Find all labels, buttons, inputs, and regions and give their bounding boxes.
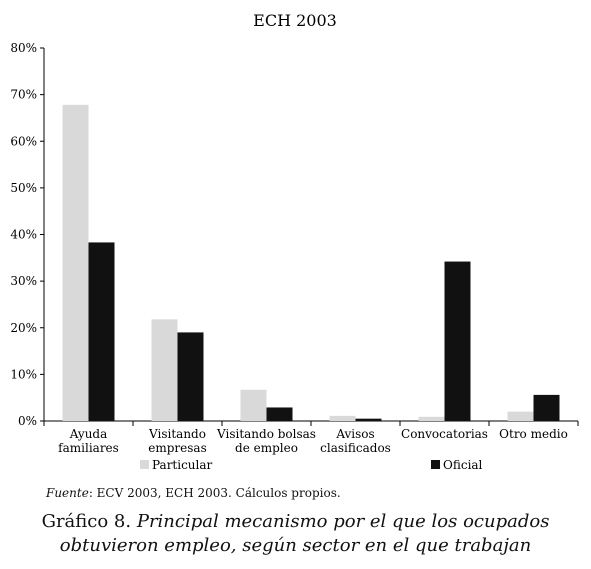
x-category-label: Convocatorias bbox=[401, 427, 488, 441]
legend-label-particular: Particular bbox=[152, 458, 213, 472]
bars bbox=[62, 104, 560, 421]
source-text: : ECV 2003, ECH 2003. Cálculos propios. bbox=[88, 486, 341, 500]
caption-title-line-1: Principal mecanismo por el que los ocupa… bbox=[136, 511, 550, 532]
bar-oficial bbox=[177, 332, 204, 421]
bar-oficial bbox=[355, 418, 382, 421]
x-category-label: de empleo bbox=[235, 441, 298, 455]
caption-line-1: Gráfico 8. Principal mecanismo por el qu… bbox=[0, 510, 591, 534]
y-tick-label: 80% bbox=[10, 41, 37, 55]
chart-title: ECH 2003 bbox=[253, 11, 337, 30]
legend-swatch-oficial bbox=[431, 460, 440, 469]
bar-particular bbox=[62, 104, 89, 421]
source-note: Fuente: ECV 2003, ECH 2003. Cálculos pro… bbox=[46, 486, 341, 500]
y-tick-label: 30% bbox=[10, 274, 37, 288]
legend-swatch-particular bbox=[140, 460, 149, 469]
source-label: Fuente bbox=[46, 486, 89, 500]
bar-particular bbox=[329, 415, 356, 421]
y-tick-label: 0% bbox=[18, 414, 37, 428]
bar-oficial bbox=[444, 261, 471, 421]
y-tick-label: 40% bbox=[10, 228, 37, 242]
bar-particular bbox=[418, 416, 445, 421]
bar-oficial bbox=[533, 394, 560, 421]
caption-title-line-2: obtuvieron empleo, según sector en el qu… bbox=[59, 535, 532, 556]
legend: Particular Oficial bbox=[140, 458, 483, 472]
figure-caption: Gráfico 8. Principal mecanismo por el qu… bbox=[0, 510, 591, 558]
x-category-label: Visitando bolsas bbox=[216, 427, 316, 441]
y-tick-label: 60% bbox=[10, 134, 37, 148]
y-tick-label: 10% bbox=[10, 367, 37, 381]
bar-oficial bbox=[88, 242, 115, 421]
y-axis: 0% 10% 20% 30% 40% 50% 60% 70% 80% bbox=[10, 41, 45, 428]
x-category-label: Avisos bbox=[335, 427, 374, 441]
bar-particular bbox=[151, 319, 178, 421]
x-category-label: empresas bbox=[148, 441, 206, 455]
y-tick-label: 50% bbox=[10, 181, 37, 195]
caption-prefix: Gráfico 8. bbox=[41, 511, 137, 532]
x-category-label: Otro medio bbox=[499, 427, 568, 441]
y-tick-label: 70% bbox=[10, 88, 37, 102]
y-tick-label: 20% bbox=[10, 321, 37, 335]
x-category-label: clasificados bbox=[320, 441, 391, 455]
x-category-label: familiares bbox=[58, 441, 119, 455]
bar-oficial bbox=[266, 407, 293, 421]
bar-particular bbox=[240, 389, 267, 421]
legend-label-oficial: Oficial bbox=[443, 458, 483, 472]
bar-particular bbox=[507, 411, 534, 421]
x-category-label: Ayuda bbox=[69, 427, 108, 441]
x-category-label: Visitando bbox=[148, 427, 206, 441]
